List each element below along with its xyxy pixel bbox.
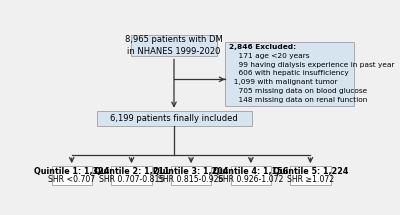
Bar xyxy=(131,35,218,56)
Text: SHR 0.707-0.815: SHR 0.707-0.815 xyxy=(99,175,164,184)
Bar xyxy=(111,166,152,185)
Text: 99 having dialysis experience in past year: 99 having dialysis experience in past ye… xyxy=(229,62,394,68)
Bar xyxy=(52,166,92,185)
Bar xyxy=(96,111,252,126)
Text: Quintile 3: 1,204: Quintile 3: 1,204 xyxy=(154,167,229,176)
Text: 8,965 patients with DM
in NHANES 1999-2020: 8,965 patients with DM in NHANES 1999-20… xyxy=(125,35,223,56)
Bar xyxy=(171,166,211,185)
Text: 1,099 with malignant tumor: 1,099 with malignant tumor xyxy=(229,79,337,85)
Text: Quintile 4: 1,156: Quintile 4: 1,156 xyxy=(213,167,288,176)
Text: Quintile 1: 1,324: Quintile 1: 1,324 xyxy=(34,167,109,176)
Text: 6,199 patients finally included: 6,199 patients finally included xyxy=(110,114,238,123)
Text: 606 with hepatic insufficiency: 606 with hepatic insufficiency xyxy=(229,70,349,76)
Bar xyxy=(231,166,271,185)
Text: SHR 0.926-1.072: SHR 0.926-1.072 xyxy=(218,175,284,184)
Text: Quintile 5: 1,224: Quintile 5: 1,224 xyxy=(273,167,348,176)
Text: SHR <0.707: SHR <0.707 xyxy=(48,175,95,184)
Text: 2,846 Excluded:: 2,846 Excluded: xyxy=(229,44,296,50)
Text: 148 missing data on renal function: 148 missing data on renal function xyxy=(229,97,367,103)
Bar xyxy=(290,166,330,185)
Bar xyxy=(225,42,354,106)
Text: SHR ≥1.072: SHR ≥1.072 xyxy=(287,175,334,184)
Text: Quintile 2: 1,211: Quintile 2: 1,211 xyxy=(94,167,169,176)
Text: 171 age <20 years: 171 age <20 years xyxy=(229,53,309,59)
Text: 705 missing data on blood glucose: 705 missing data on blood glucose xyxy=(229,88,367,94)
Text: SHR 0.815-0.926: SHR 0.815-0.926 xyxy=(158,175,224,184)
